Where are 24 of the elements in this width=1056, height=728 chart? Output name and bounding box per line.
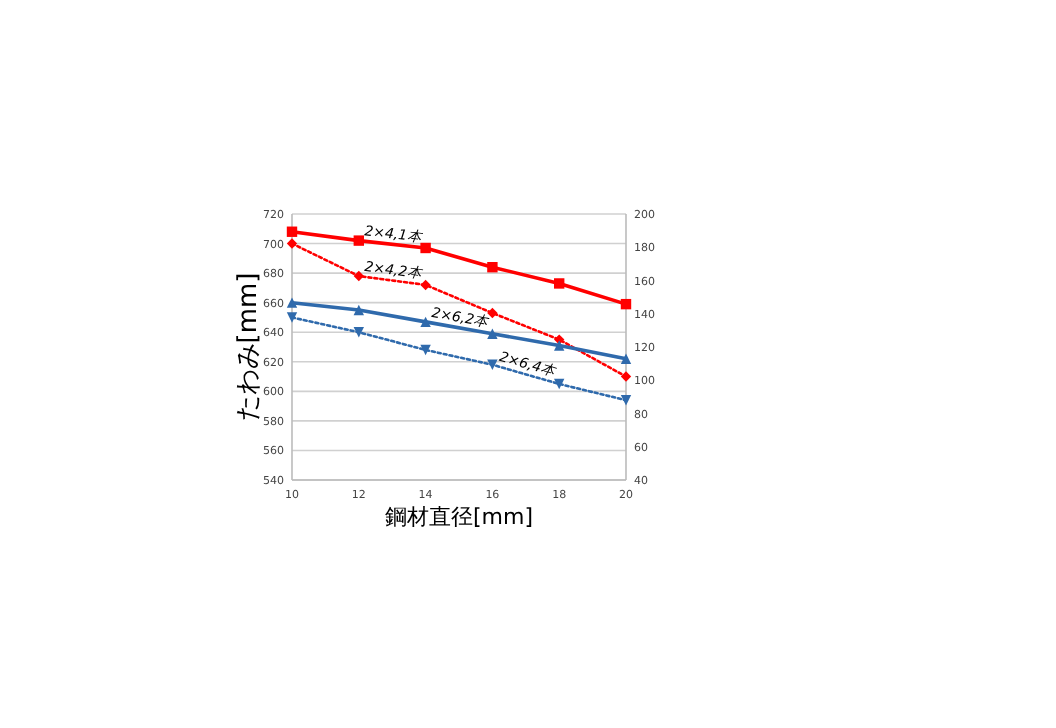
point xyxy=(286,297,298,308)
point xyxy=(487,262,498,273)
point xyxy=(353,235,364,246)
point xyxy=(353,270,364,282)
point xyxy=(420,344,431,356)
point xyxy=(620,298,632,310)
point xyxy=(487,328,498,339)
point xyxy=(620,395,632,406)
point xyxy=(487,359,498,370)
point xyxy=(554,278,565,289)
point xyxy=(620,371,632,382)
point xyxy=(554,340,565,351)
x-axis-title: 鋼材直径[mm] xyxy=(384,504,534,530)
point xyxy=(286,238,298,249)
y-axis-title: たわみ[mm] xyxy=(234,272,264,422)
point xyxy=(353,327,364,338)
point xyxy=(286,312,298,323)
point xyxy=(620,353,632,365)
point xyxy=(420,242,431,254)
point xyxy=(353,304,364,316)
point xyxy=(554,378,565,390)
point xyxy=(420,279,431,291)
point xyxy=(420,316,431,328)
point xyxy=(286,226,298,237)
